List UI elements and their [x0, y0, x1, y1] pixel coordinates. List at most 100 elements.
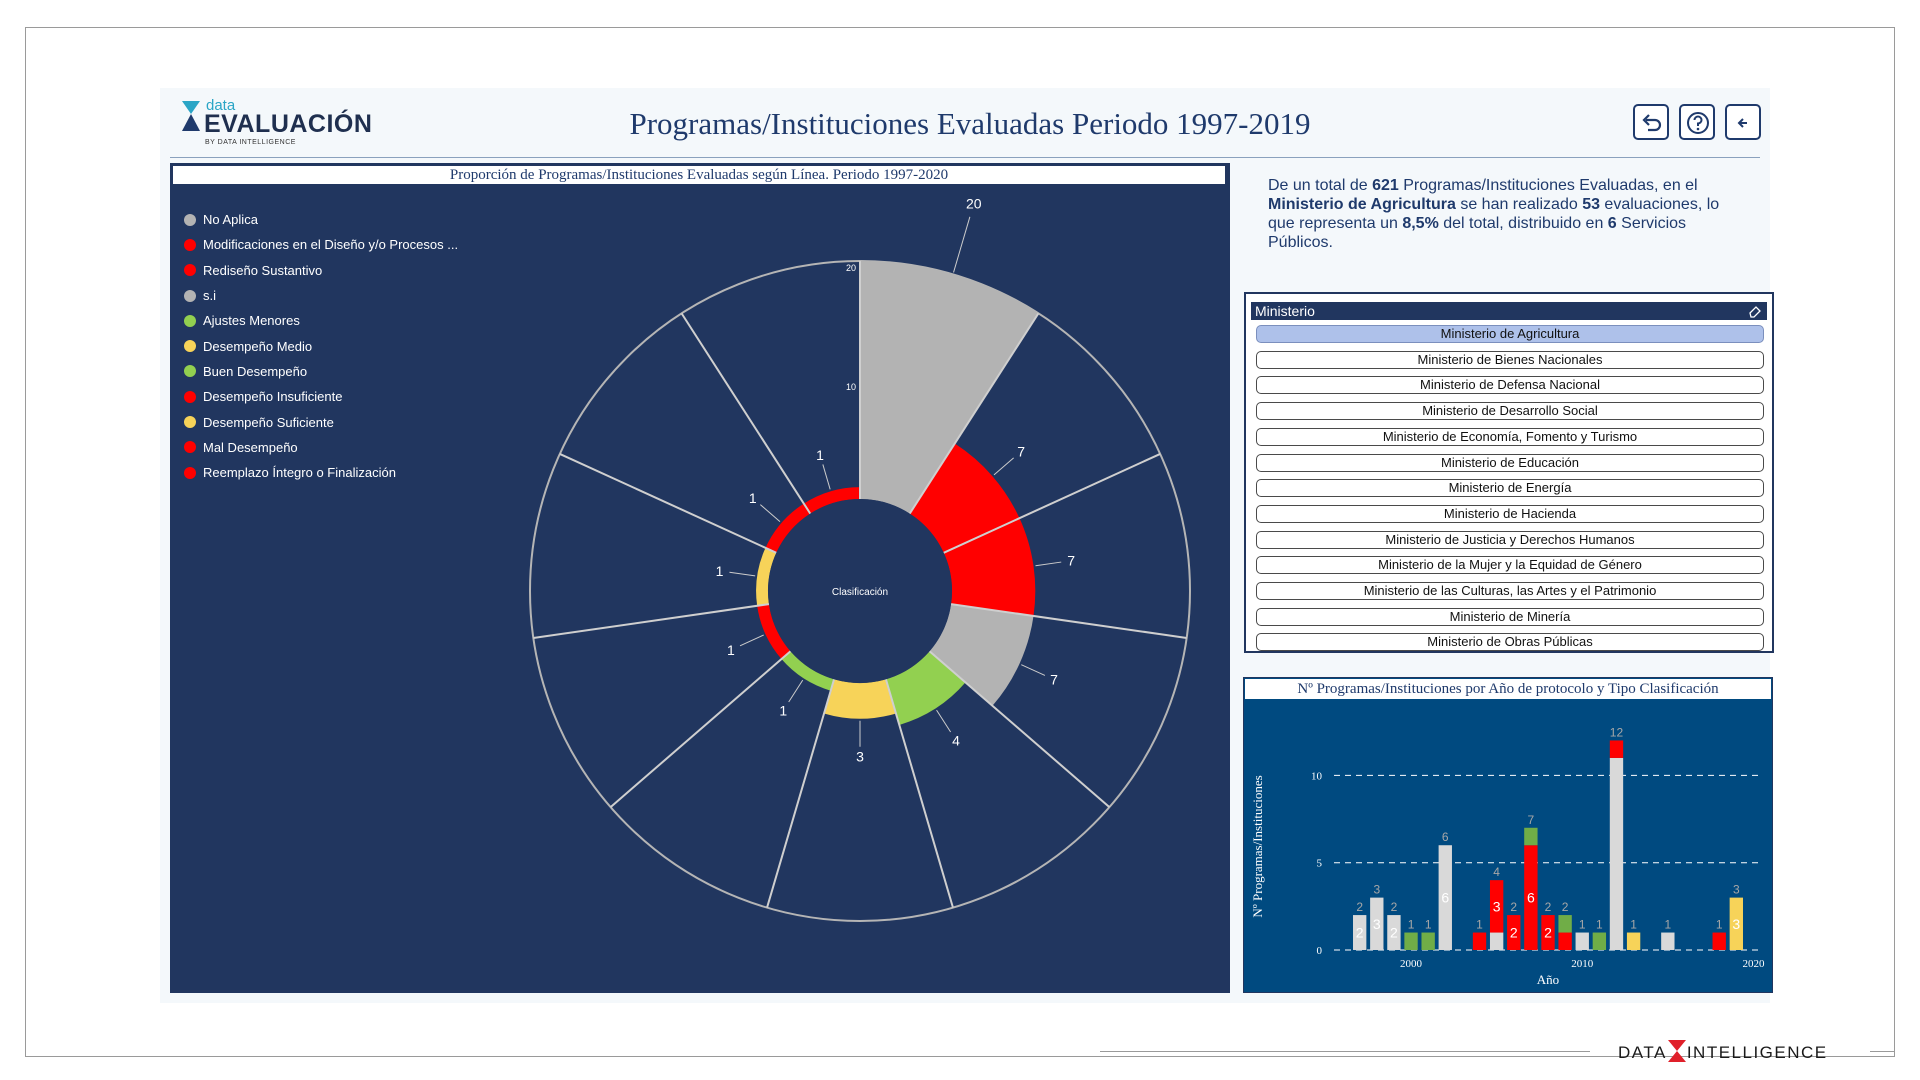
bar-segment[interactable]: [1609, 757, 1624, 950]
bar-segment[interactable]: [1626, 932, 1641, 950]
bar-segment[interactable]: [1387, 915, 1401, 950]
slicer-item[interactable]: Ministerio de Economía, Fomento y Turism…: [1256, 427, 1764, 446]
radial-axis-tick: 10: [846, 382, 856, 392]
undo-button[interactable]: [1633, 104, 1669, 140]
legend-item[interactable]: Desempeño Insuficiente: [184, 384, 458, 409]
radial-wedge[interactable]: [929, 604, 1034, 706]
radial-chart-title: Proporción de Programas/Instituciones Ev…: [172, 165, 1226, 185]
bar-segment[interactable]: [1421, 932, 1435, 950]
radial-wedge[interactable]: [885, 651, 966, 725]
bar-segment[interactable]: [1507, 915, 1521, 950]
radial-wedge[interactable]: [909, 443, 1020, 553]
radial-wedge[interactable]: [765, 503, 811, 553]
bar-total-label: 1: [1664, 918, 1671, 932]
summary-ministry: Ministerio de Agricultura: [1268, 196, 1456, 213]
header-divider: [170, 157, 1760, 158]
legend-item[interactable]: Desempeño Medio: [184, 333, 458, 358]
slicer-item[interactable]: Ministerio de Defensa Nacional: [1256, 376, 1764, 395]
legend-label: No Aplica: [203, 212, 258, 228]
legend-item[interactable]: s.i: [184, 283, 458, 308]
bar-segment[interactable]: [1353, 915, 1367, 950]
bar-total-label: 1: [1716, 918, 1723, 932]
radial-wedge[interactable]: [860, 261, 1039, 514]
radial-center: [768, 499, 952, 683]
bar-inner-label: 3: [1732, 916, 1740, 932]
bar-segment[interactable]: [1592, 932, 1607, 950]
radial-data-label: 7: [1067, 553, 1075, 569]
bar-segment[interactable]: [1558, 915, 1572, 933]
slicer-item[interactable]: Ministerio de Minería: [1256, 607, 1764, 626]
bar-segment[interactable]: [1438, 845, 1452, 950]
radial-data-label: 3: [856, 749, 864, 765]
bar-segment[interactable]: [1404, 932, 1418, 950]
radial-spoke: [928, 650, 1111, 808]
radial-spoke: [533, 603, 770, 639]
legend-dot: [184, 441, 196, 454]
radial-label-leader: [788, 679, 804, 703]
bar-segment[interactable]: [1524, 845, 1538, 950]
legend-item[interactable]: Reemplazo Íntegro o Finalización: [184, 460, 458, 485]
radial-spoke: [884, 678, 954, 908]
legend-item[interactable]: Ajustes Menores: [184, 308, 458, 333]
bar-segment[interactable]: [1489, 880, 1504, 933]
radial-data-label: 20: [966, 195, 982, 211]
radial-wedge[interactable]: [757, 604, 791, 660]
legend-item[interactable]: Modificaciones en el Diseño y/o Procesos…: [184, 232, 458, 257]
bar-x-tick: 2020: [1742, 958, 1765, 970]
logo-by-text: BY DATA INTELLIGENCE: [205, 139, 296, 146]
back-arrow-icon: [1642, 114, 1662, 132]
bar-x-axis-label: Año: [1537, 972, 1559, 987]
radial-wedge[interactable]: [781, 651, 835, 691]
radial-label-leader: [1021, 664, 1046, 676]
slicer-item[interactable]: Ministerio de Obras Públicas: [1256, 633, 1764, 652]
legend-item[interactable]: Desempeño Suficiente: [184, 409, 458, 434]
footer-line: [1100, 1051, 1590, 1052]
legend-dot: [184, 390, 196, 403]
slicer-item[interactable]: Ministerio de las Culturas, las Artes y …: [1256, 582, 1764, 600]
radial-wedge[interactable]: [756, 547, 777, 606]
legend-item[interactable]: No Aplica: [184, 207, 458, 232]
summary-pct: 8,5%: [1402, 215, 1439, 232]
radial-data-label: 1: [749, 490, 757, 506]
slicer-item[interactable]: Ministerio de Desarrollo Social: [1256, 402, 1764, 421]
bar-segment[interactable]: [1609, 740, 1624, 758]
bar-segment[interactable]: [1524, 827, 1538, 846]
bar-segment[interactable]: [1489, 932, 1504, 950]
radial-label-leader: [953, 216, 971, 273]
radial-wedge[interactable]: [803, 487, 860, 514]
slicer-item[interactable]: Ministerio de Bienes Nacionales: [1256, 350, 1764, 369]
bar-segment[interactable]: [1370, 897, 1384, 950]
slicer-item[interactable]: Ministerio de Educación: [1256, 453, 1764, 472]
slicer-item[interactable]: Ministerio de la Mujer y la Equidad de G…: [1256, 556, 1764, 575]
radial-wedge[interactable]: [824, 679, 896, 719]
bar-segment[interactable]: [1729, 897, 1743, 950]
eraser-icon[interactable]: [1748, 304, 1762, 318]
slicer-item[interactable]: Ministerio de Justicia y Derechos Humano…: [1256, 530, 1764, 549]
slicer-item[interactable]: Ministerio de Agricultura: [1256, 325, 1764, 343]
bar-total-label: 2: [1545, 900, 1552, 914]
legend-item[interactable]: Rediseño Sustantivo: [184, 258, 458, 283]
bar-segment[interactable]: [1541, 915, 1555, 950]
bar-x-tick: 2010: [1571, 958, 1594, 970]
bar-segment[interactable]: [1558, 932, 1572, 950]
bar-total-label: 1: [1596, 918, 1603, 932]
legend-item[interactable]: Mal Desempeño: [184, 435, 458, 460]
bar-inner-label: 6: [1527, 890, 1535, 906]
legend-label: Modificaciones en el Diseño y/o Procesos…: [203, 237, 459, 253]
back-button[interactable]: [1725, 104, 1761, 140]
slicer-item[interactable]: Ministerio de Energía: [1256, 479, 1764, 498]
bar-inner-label: 3: [1373, 916, 1381, 932]
bar-chart-panel: Nº Programas/Instituciones por Año de pr…: [1243, 677, 1773, 993]
bar-segment[interactable]: [1575, 932, 1589, 950]
help-button[interactable]: [1679, 104, 1715, 140]
bar-y-tick: 10: [1311, 770, 1323, 782]
slicer-item[interactable]: Ministerio de Hacienda: [1256, 504, 1764, 523]
bar-segment[interactable]: [1712, 932, 1726, 950]
legend-dot: [184, 213, 196, 226]
legend-item[interactable]: Buen Desempeño: [184, 359, 458, 384]
legend-label: Desempeño Medio: [203, 338, 313, 354]
bar-total-label: 2: [1391, 900, 1398, 914]
bar-segment[interactable]: [1661, 932, 1675, 950]
bar-segment[interactable]: [1472, 932, 1487, 950]
radial-spoke: [943, 453, 1161, 554]
